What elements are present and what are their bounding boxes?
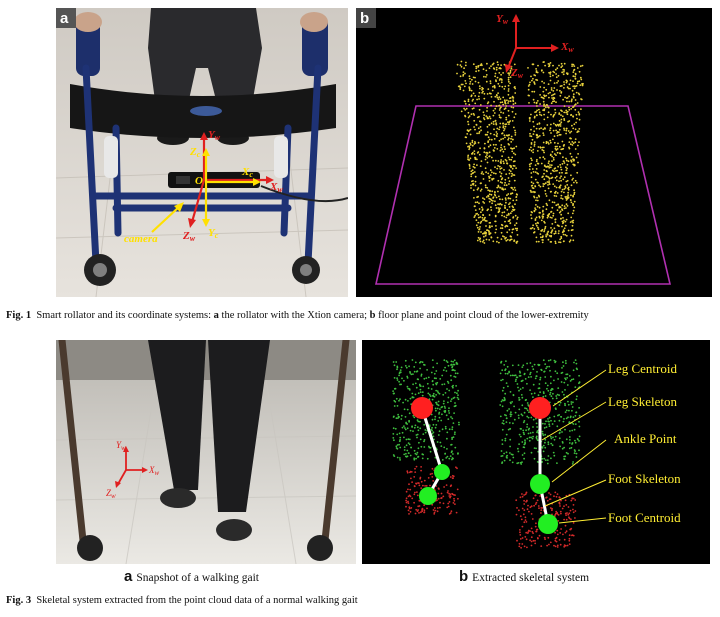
svg-text:Xw: Xw: [269, 181, 283, 194]
label-ankle-point: Ankle Point: [614, 431, 677, 446]
fig1b-zw-label: Z: [510, 67, 518, 79]
svg-text:Xw: Xw: [148, 465, 160, 477]
foot-centroid-right: [538, 514, 558, 534]
fig3-panel-a-text: Snapshot of a walking gait: [136, 572, 259, 584]
svg-text:Yw: Yw: [496, 13, 509, 26]
ankle-point-right: [530, 474, 550, 494]
fig1a-camera-label: camera: [124, 233, 158, 245]
fig3a-zw-label: Z: [106, 488, 112, 498]
fig3-panel-a-subcaption: a Snapshot of a walking gait: [124, 568, 259, 585]
fig1b-xw-label: X: [560, 41, 569, 53]
fig1a-zw-sub: w: [190, 234, 196, 243]
fig1-caption-b: b: [369, 310, 376, 321]
fig3a-xw-sub: w: [155, 469, 160, 477]
fig3-caption: Fig. 3 Skeletal system extracted from th…: [6, 595, 358, 607]
fig3a-xw-label: X: [148, 465, 155, 475]
fig3-caption-prefix: Fig. 3: [6, 595, 32, 606]
floor-plane: [375, 105, 672, 285]
fig3-panel-b-text: Extracted skeletal system: [472, 572, 590, 584]
leg-centroid-left: [411, 397, 433, 419]
fig1a-zw-label: Z: [182, 230, 190, 242]
label-foot-centroid: Foot Centroid: [608, 510, 681, 525]
ankle-point-left: [434, 464, 450, 480]
fig1-panel-b: Yw Xw Zw b: [356, 8, 712, 297]
fig1a-yc-label: Y: [208, 227, 216, 239]
fig1a-yc-sub: c: [215, 231, 219, 240]
leg-centroid-right: [529, 397, 551, 419]
fig1b-yw-label: Y: [496, 13, 504, 25]
label-foot-skeleton: Foot Skeleton: [608, 471, 681, 486]
fig1a-zc-label: Z: [189, 146, 197, 158]
svg-text:Xw: Xw: [560, 41, 574, 54]
fig3-panel-b: Leg Centroid Leg Skeleton Ankle Point Fo…: [362, 340, 710, 564]
foot-centroid-left: [419, 487, 437, 505]
fig1a-yw-label: Y: [208, 129, 216, 141]
svg-text:Zc: Zc: [189, 146, 201, 159]
svg-text:Yc: Yc: [208, 227, 219, 240]
label-leg-skeleton: Leg Skeleton: [608, 394, 677, 409]
fig1-panel-b-letter: b: [360, 10, 369, 27]
fig1b-yw-sub: w: [503, 17, 509, 26]
fig3a-yw-sub: w: [121, 444, 126, 452]
fig1-caption-a: a: [213, 310, 219, 321]
svg-text:Yw: Yw: [208, 129, 221, 142]
fig1b-zw-sub: w: [518, 71, 524, 80]
fig1a-zc-sub: c: [197, 150, 201, 159]
fig3-panel-b-subcaption: b Extracted skeletal system: [459, 568, 589, 585]
fig3-panel-b-letter: b: [459, 568, 469, 585]
fig1-caption-text: Smart rollator and its coordinate system…: [36, 310, 212, 321]
fig1-panel-a: Yw Zc Xc O Xw camera Zw Yc a: [56, 8, 348, 297]
fig1a-xw-label: X: [269, 181, 278, 193]
fig1a-xw-sub: w: [277, 185, 283, 194]
fig1-caption-prefix: Fig. 1: [6, 310, 32, 321]
fig3-panel-a: Yw Xw Zw: [56, 340, 356, 564]
fig1b-xw-sub: w: [568, 45, 574, 54]
fig1-caption-a-text: the rollator with the Xtion camera;: [221, 310, 368, 321]
label-leg-centroid: Leg Centroid: [608, 361, 677, 376]
fig1-caption-b-text: floor plane and point cloud of the lower…: [378, 310, 589, 321]
leg-skeleton-left: [420, 407, 444, 473]
fig3-panel-a-letter: a: [124, 568, 133, 585]
svg-text:Zw: Zw: [106, 488, 116, 500]
svg-text:Yw: Yw: [116, 440, 126, 452]
fig1a-xc-sub: c: [249, 170, 253, 179]
svg-text:Zw: Zw: [182, 230, 196, 243]
fig1a-xc-label: X: [241, 166, 250, 178]
svg-text:Xc: Xc: [241, 166, 253, 179]
fig3a-yw-label: Y: [116, 440, 122, 450]
svg-text:Zw: Zw: [510, 67, 524, 80]
fig1-panel-a-letter: a: [60, 10, 69, 27]
fig1-caption: Fig. 1 Smart rollator and its coordinate…: [6, 310, 589, 322]
fig3a-zw-sub: w: [111, 492, 116, 500]
lower-extremity-point-cloud: [456, 60, 584, 245]
fig3-caption-text: Skeletal system extracted from the point…: [36, 595, 358, 606]
fig1a-yw-sub: w: [215, 133, 221, 142]
fig1a-origin-label: O: [195, 175, 203, 187]
